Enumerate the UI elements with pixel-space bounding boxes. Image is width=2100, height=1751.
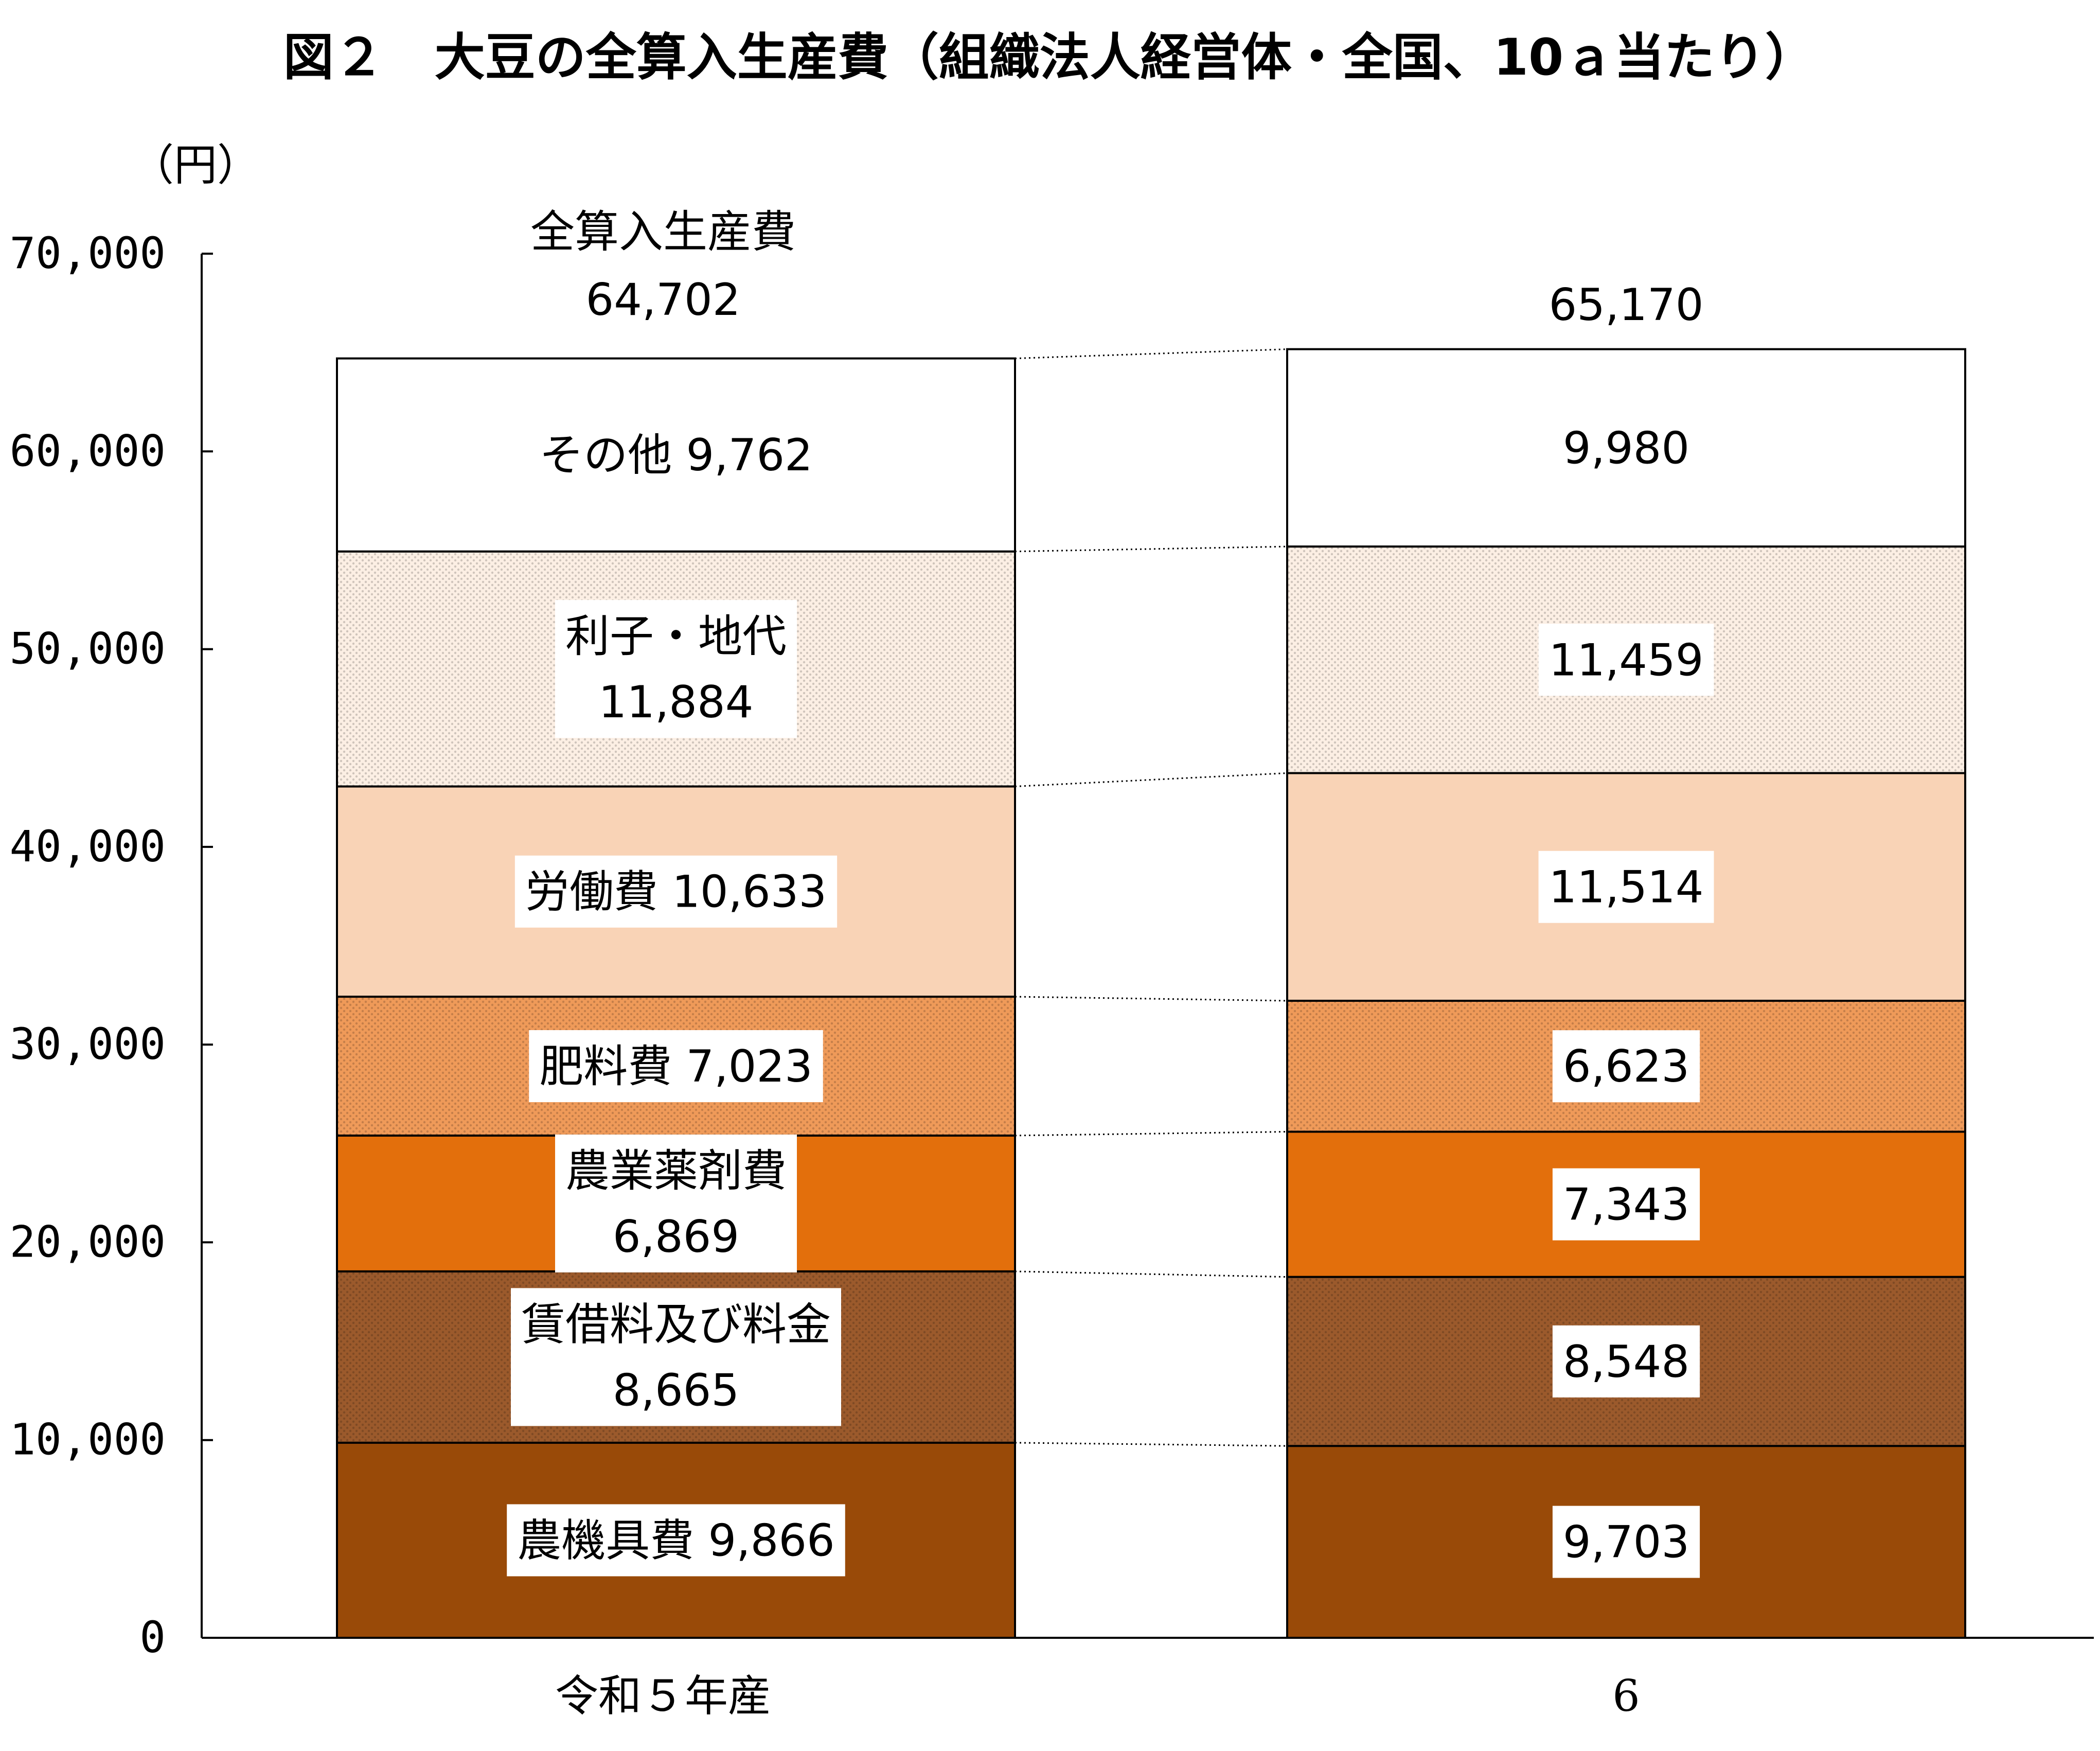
segment-label: 農機具費 9,866 xyxy=(507,1504,845,1577)
segment-label-bg xyxy=(555,600,797,738)
segment-label-text: 11,884 xyxy=(599,677,754,728)
segment-label-text: 8,548 xyxy=(1563,1336,1689,1388)
segment-label-text: 農業薬剤費 xyxy=(565,1145,787,1197)
chart-title: 図２ 大豆の全算入生産費（組織法人経営体・全国、10ａ当たり） xyxy=(283,28,1816,87)
segment-label: 労働費 10,633 xyxy=(514,855,838,928)
y-tick-label: 10,000 xyxy=(10,1414,166,1465)
connector-lines xyxy=(1015,348,1288,1447)
connector-line xyxy=(1015,1130,1288,1137)
segment-label-text: 農機具費 9,866 xyxy=(517,1515,835,1566)
segment-label-bg xyxy=(1552,1030,1700,1103)
segment-label-bg xyxy=(514,855,838,928)
segment-label-text: 9,703 xyxy=(1563,1517,1689,1568)
segment-label-bg xyxy=(511,1288,841,1426)
segment-labels: 農機具費 9,866 賃借料及び料金 8,665 農業薬剤費 6,869 肥料費 7,02… xyxy=(507,422,1714,1578)
segment-label-text: 6,623 xyxy=(1563,1041,1689,1092)
segment-label-bg xyxy=(1538,624,1714,696)
segment-label-bg xyxy=(1552,1325,1700,1398)
y-tick-labels: 0 10,000 20,000 30,000 40,000 50,000 60,000 70,… xyxy=(10,228,166,1662)
x-category-label: 6 xyxy=(1612,1671,1640,1721)
x-category-labels: 令和５年産 6 xyxy=(555,1671,1640,1721)
segment-label-text: 肥料費 7,023 xyxy=(539,1041,813,1092)
segment-label: 9,980 xyxy=(1563,422,1689,474)
connector-line xyxy=(1015,545,1288,553)
segment-label-text: 労働費 10,633 xyxy=(525,866,827,918)
y-tick-label: 40,000 xyxy=(10,821,166,872)
connector-line xyxy=(1015,1270,1288,1278)
connector-line xyxy=(1015,1442,1288,1447)
segment-label-text: 利子・地代 xyxy=(565,611,787,662)
segment-label-text: 11,459 xyxy=(1549,634,1704,686)
segment-label-bg xyxy=(1552,1506,1700,1578)
connector-line xyxy=(1015,996,1288,1002)
x-category-label: 令和５年産 xyxy=(555,1671,771,1721)
segment-label-text: 6,869 xyxy=(613,1211,739,1263)
total-value: 64,702 xyxy=(586,274,741,326)
segment-label: その他 9,762 xyxy=(539,430,813,481)
bar-segment xyxy=(336,357,1016,553)
segment-label-bg xyxy=(1552,1168,1700,1241)
y-axis-unit-label: （円） xyxy=(131,140,260,190)
segment-label-bg xyxy=(1538,851,1714,923)
segment-label: 7,343 xyxy=(1552,1168,1700,1241)
segment-label-text: 賃借料及び料金 xyxy=(521,1299,831,1350)
y-tick-label: 70,000 xyxy=(10,228,166,278)
segment-label: 6,623 xyxy=(1552,1030,1700,1103)
stacked-bars xyxy=(336,348,1966,1639)
segment-label-text: 9,980 xyxy=(1563,422,1689,474)
segment-label: 8,548 xyxy=(1552,1325,1700,1398)
y-tick-label: 0 xyxy=(139,1612,166,1662)
segment-label-bg xyxy=(507,1504,845,1577)
total-label-name: 全算入生産費 xyxy=(530,206,796,258)
segment-label: 9,703 xyxy=(1552,1506,1700,1578)
segment-label: 11,514 xyxy=(1538,851,1714,923)
segment-label: 利子・地代 11,884 xyxy=(555,600,797,738)
connector-line xyxy=(1015,772,1288,787)
segment-label: 農業薬剤費 6,869 xyxy=(555,1134,797,1272)
segment-label-text: 11,514 xyxy=(1549,862,1704,913)
segment-label-bg xyxy=(529,1030,823,1102)
y-tick-label: 50,000 xyxy=(10,624,166,674)
segment-label-text: 7,343 xyxy=(1563,1179,1689,1231)
y-tick-label: 60,000 xyxy=(10,426,166,476)
total-labels: 全算入生産費 64,702 65,170 xyxy=(530,206,1703,331)
segment-label: 11,459 xyxy=(1538,624,1714,696)
y-tick-label: 20,000 xyxy=(10,1216,166,1267)
segment-label: 賃借料及び料金 8,665 xyxy=(511,1288,841,1426)
segment-label-text: 8,665 xyxy=(613,1365,739,1416)
segment-label-bg xyxy=(555,1134,797,1272)
bar-segment xyxy=(1286,348,1966,548)
y-tick-label: 30,000 xyxy=(10,1019,166,1069)
connector-line xyxy=(1015,348,1288,360)
segment-label: 肥料費 7,023 xyxy=(529,1030,823,1102)
total-value: 65,170 xyxy=(1549,279,1704,331)
segment-label-text: その他 9,762 xyxy=(539,430,813,481)
